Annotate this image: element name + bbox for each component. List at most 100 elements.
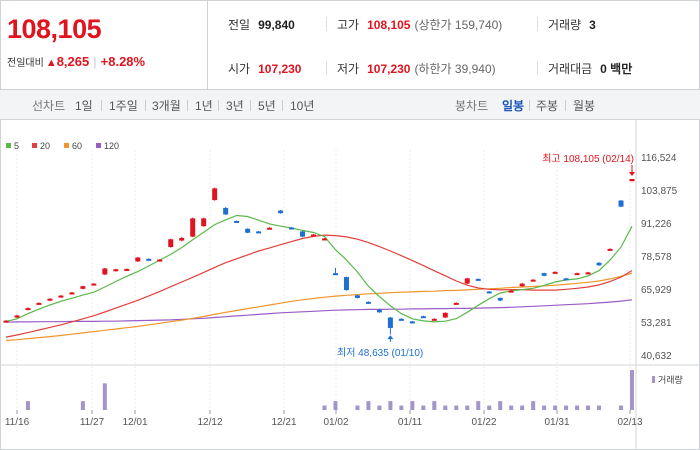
candle-body bbox=[376, 309, 382, 313]
volume-bar bbox=[476, 401, 481, 410]
ma60-line bbox=[5, 272, 633, 342]
ma5-line bbox=[5, 214, 633, 323]
candle-body bbox=[596, 262, 602, 266]
stat-value: 107,230 bbox=[258, 62, 302, 76]
candle-body bbox=[574, 273, 580, 276]
candle-body bbox=[398, 318, 404, 321]
candle-body bbox=[190, 218, 196, 237]
volume-bar bbox=[542, 405, 547, 410]
candle-body bbox=[530, 279, 536, 282]
candle-body bbox=[146, 258, 152, 261]
volume-legend-swatch bbox=[652, 376, 655, 383]
period-1y[interactable]: 1년 bbox=[195, 99, 213, 113]
high-arrow-head bbox=[629, 171, 635, 176]
legend-swatch bbox=[6, 143, 11, 148]
ma20-line bbox=[5, 234, 633, 338]
candle-body bbox=[563, 278, 569, 281]
candle-body bbox=[442, 312, 448, 318]
y-tick-label: 40,632 bbox=[641, 351, 672, 362]
stat-value: 107,230 bbox=[367, 62, 411, 76]
period-1w[interactable]: 1주일 bbox=[109, 99, 138, 113]
x-tick-label: 01/31 bbox=[544, 417, 569, 428]
volume-bar bbox=[355, 405, 360, 410]
stat-volume: 거래량 3 bbox=[548, 16, 596, 33]
y-axis-labels: 116,524 103,875 91,226 78,578 65,929 53,281 40… bbox=[641, 153, 678, 362]
legend-swatch bbox=[64, 143, 69, 148]
legend-label: 120 bbox=[104, 141, 119, 151]
period-10y[interactable]: 10년 bbox=[290, 99, 315, 113]
divider bbox=[529, 100, 530, 111]
period-1d[interactable]: 1일 bbox=[75, 99, 93, 113]
x-tick-label: 02/13 bbox=[617, 417, 642, 428]
low-arrow-head bbox=[387, 335, 394, 340]
volume-bar bbox=[531, 401, 536, 410]
x-tick-label: 01/02 bbox=[323, 417, 348, 428]
price-chart: 5 20 60 120 116,524 103,875 91,226 78,578 65,92… bbox=[0, 120, 700, 450]
candle-daily[interactable]: 일봉 bbox=[502, 99, 525, 113]
volume-bar bbox=[509, 405, 514, 410]
period-3y[interactable]: 3년 bbox=[226, 99, 244, 113]
volume-bar bbox=[487, 405, 492, 410]
stat-value: 0 백만 bbox=[600, 62, 633, 76]
candle-body bbox=[585, 272, 591, 275]
stat-label: 저가 bbox=[337, 62, 360, 76]
volume-bar bbox=[454, 405, 459, 410]
ma120-line bbox=[5, 299, 633, 323]
candle-monthly[interactable]: 월봉 bbox=[573, 99, 596, 113]
y-tick-label: 53,281 bbox=[641, 318, 672, 329]
x-tick-label: 12/01 bbox=[122, 417, 147, 428]
volume-bar bbox=[498, 401, 503, 410]
up-triangle-icon: ▲ bbox=[45, 57, 57, 69]
volume-bar bbox=[399, 405, 404, 410]
divider bbox=[250, 100, 251, 111]
stat-value: 99,840 bbox=[258, 18, 295, 32]
volume-bar bbox=[366, 401, 371, 410]
divider bbox=[101, 100, 102, 111]
candle-body bbox=[234, 220, 240, 223]
y-tick-label: 91,226 bbox=[641, 219, 672, 230]
volume-bar bbox=[586, 405, 591, 410]
divider bbox=[187, 100, 188, 111]
divider bbox=[218, 100, 219, 111]
stat-label: 전일 bbox=[228, 18, 251, 32]
change-separator: | bbox=[93, 54, 97, 69]
candle-body bbox=[256, 231, 262, 234]
change-label: 전일대비 bbox=[7, 58, 44, 69]
y-tick-label: 103,875 bbox=[641, 186, 678, 197]
candlesticks bbox=[3, 178, 635, 335]
candle-body bbox=[102, 268, 108, 275]
period-3m[interactable]: 3개월 bbox=[152, 99, 181, 113]
change-value: 8,265 bbox=[56, 54, 90, 69]
legend-swatch bbox=[32, 143, 37, 148]
line-chart-label: 선차트 bbox=[32, 99, 66, 113]
candle-body bbox=[409, 321, 415, 324]
volume-bar bbox=[377, 405, 382, 410]
candle-body bbox=[3, 320, 9, 323]
divider bbox=[326, 61, 327, 75]
x-tick-label: 12/12 bbox=[197, 417, 222, 428]
candle-body bbox=[69, 292, 75, 295]
candle-body bbox=[332, 273, 338, 276]
stat-label: 고가 bbox=[337, 18, 360, 32]
candle-body bbox=[245, 228, 251, 233]
candle-body bbox=[58, 295, 64, 298]
moving-average-lines bbox=[5, 214, 633, 342]
x-tick-label: 11/27 bbox=[80, 417, 105, 428]
stat-label: 거래량 bbox=[548, 18, 582, 32]
high-annotation: 최고 108,105 (02/14) bbox=[542, 153, 634, 165]
stat-label: 시가 bbox=[228, 62, 251, 76]
candle-weekly[interactable]: 주봉 bbox=[536, 99, 559, 113]
price-change: 전일대비 ▲8,265 | +8.28% bbox=[7, 54, 145, 69]
price-summary-panel: 108,105 전일대비 ▲8,265 | +8.28% 전일 99,840 고가 108… bbox=[0, 0, 700, 90]
legend-label: 60 bbox=[72, 141, 82, 151]
stat-low: 저가 107,230 (하한가 39,940) bbox=[337, 60, 496, 77]
candle-body bbox=[14, 315, 20, 318]
volume-bar bbox=[619, 405, 624, 410]
current-price-box: 108,105 전일대비 ▲8,265 | +8.28% bbox=[0, 0, 208, 90]
stat-open: 시가 107,230 bbox=[228, 60, 301, 77]
volume-bar bbox=[597, 405, 602, 410]
volume-bar bbox=[575, 405, 580, 410]
volume-bar bbox=[25, 401, 30, 410]
candle-chart-label: 봉차트 bbox=[455, 99, 489, 113]
period-5y[interactable]: 5년 bbox=[258, 99, 276, 113]
